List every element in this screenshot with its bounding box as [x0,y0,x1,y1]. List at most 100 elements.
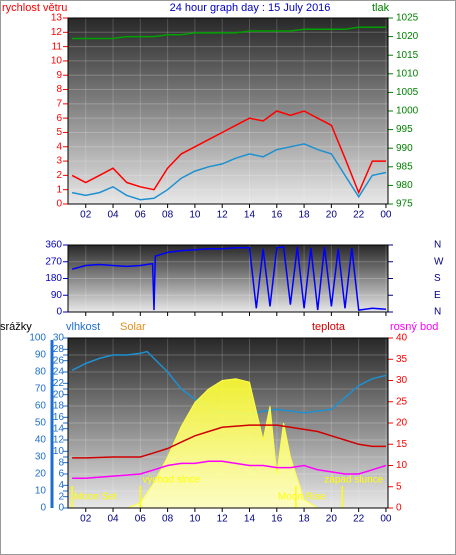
annotation-label: Moon Rise [278,492,326,503]
x-tick-label: 18 [299,210,311,221]
y-tick-label: 50 [35,418,47,429]
y-tick-label: 6 [56,113,62,124]
series-line [71,246,387,311]
y2-tick-label: 1020 [396,31,419,42]
y2-tick-label: 975 [396,199,413,210]
x-tick-label: 20 [326,210,338,221]
y2-tick-label: 990 [396,143,413,154]
y2-tick-label: 985 [396,161,413,172]
y3-tick-label: 18 [53,401,65,412]
y2-tick-label: 1010 [396,68,419,79]
legend-label: rosný bod [390,321,438,333]
x-tick-label: 00 [380,210,392,221]
y3-tick-label: 22 [53,378,65,389]
y-tick-label: 8 [56,84,62,95]
x-tick-label: 02 [80,210,92,221]
y2-tick-label: N [434,307,441,318]
x-tick-label: 06 [135,514,147,525]
y3-tick-label: 20 [53,389,65,400]
x-tick-label: 14 [244,514,256,525]
x-tick-label: 18 [299,514,311,525]
legend-label: teplota [312,321,346,333]
y3-tick-label: 14 [53,423,65,434]
y-tick-label: 4 [56,141,62,152]
y2-tick-label: 1025 [396,13,419,24]
x-tick-label: 22 [353,514,365,525]
y-tick-label: 9 [56,70,62,81]
y-tick-label: 11 [52,41,63,52]
series-line [71,110,386,195]
y2-tick-label: 10 [396,460,408,471]
annotation-label: Moon Set [74,492,117,503]
y2-tick-label: N [434,240,441,251]
x-tick-label: 08 [162,210,174,221]
x-tick-label: 10 [189,210,201,221]
x-tick-label: 10 [189,514,201,525]
y-tick-label: 10 [35,486,47,497]
x-tick-label: 16 [271,514,283,525]
y3-tick-label: 0 [58,503,64,514]
plot-background [68,18,388,204]
x-tick-label: 14 [244,210,256,221]
y3-tick-label: 2 [58,491,64,502]
series-line [72,460,387,480]
y2-tick-label: 5 [396,481,402,492]
y3-tick-label: 4 [58,480,64,491]
y2-tick-label: 25 [396,396,408,407]
y3-tick-label: 30 [53,333,65,344]
y2-tick-label: 15 [396,439,408,450]
chart-title: 24 hour graph day : 15 July 2016 [170,2,331,14]
x-tick-label: 22 [353,210,365,221]
series-line [72,424,386,459]
y2-tick-label: 1005 [396,87,419,98]
y2-tick-label: 35 [396,354,408,365]
x-tick-label: 04 [107,210,119,221]
legend-label: Solar [120,321,146,333]
y-tick-label: 60 [35,401,47,412]
x-tick-label: 04 [107,514,119,525]
annotation-label: západ slunce [324,475,383,486]
y-tick-label: 90 [35,350,47,361]
y3-tick-label: 24 [53,367,65,378]
y-tick-label: 70 [35,384,47,395]
y-tick-label: 90 [51,290,63,301]
y-axis-label: rychlost větru [2,2,67,14]
x-tick-label: 00 [380,514,392,525]
y-tick-label: 80 [35,367,47,378]
y-tick-label: 0 [40,503,46,514]
y-tick-label: 0 [56,199,62,210]
y-axis-label: srážky [0,321,32,333]
series-line [71,143,387,201]
y3-tick-label: 6 [58,469,64,480]
y3-tick-label: 12 [53,435,65,446]
y-tick-label: 13 [51,13,63,24]
y2-tick-label: 980 [396,180,413,191]
y3-tick-label: 8 [58,457,64,468]
y-tick-label: 270 [45,256,62,267]
y-tick-label: 20 [35,469,47,480]
y3-tick-label: 16 [53,412,65,423]
y2-axis-label: tlak [372,2,390,14]
y-tick-label: 30 [35,452,47,463]
x-tick-label: 02 [80,514,92,525]
y-tick-label: 12 [51,27,63,38]
legend-label: vlhkost [66,321,100,333]
series-line [72,26,386,40]
y-tick-label: 0 [56,307,62,318]
y3-tick-label: 26 [53,355,65,366]
y2-tick-label: W [434,256,444,267]
x-tick-label: 20 [326,514,338,525]
y-tick-label: 1 [56,184,62,195]
y2-tick-label: 995 [396,124,413,135]
y-tick-label: 10 [51,56,63,67]
y2-tick-label: 0 [396,503,402,514]
x-tick-label: 12 [217,210,229,221]
y2-tick-label: S [434,273,441,284]
y2-tick-label: 30 [396,375,408,386]
plot-border [67,337,389,509]
annotation-label: východ slnce [142,475,200,486]
y3-tick-label: 28 [53,344,65,355]
y2-tick-label: 40 [396,333,408,344]
y-tick-label: 360 [45,240,62,251]
